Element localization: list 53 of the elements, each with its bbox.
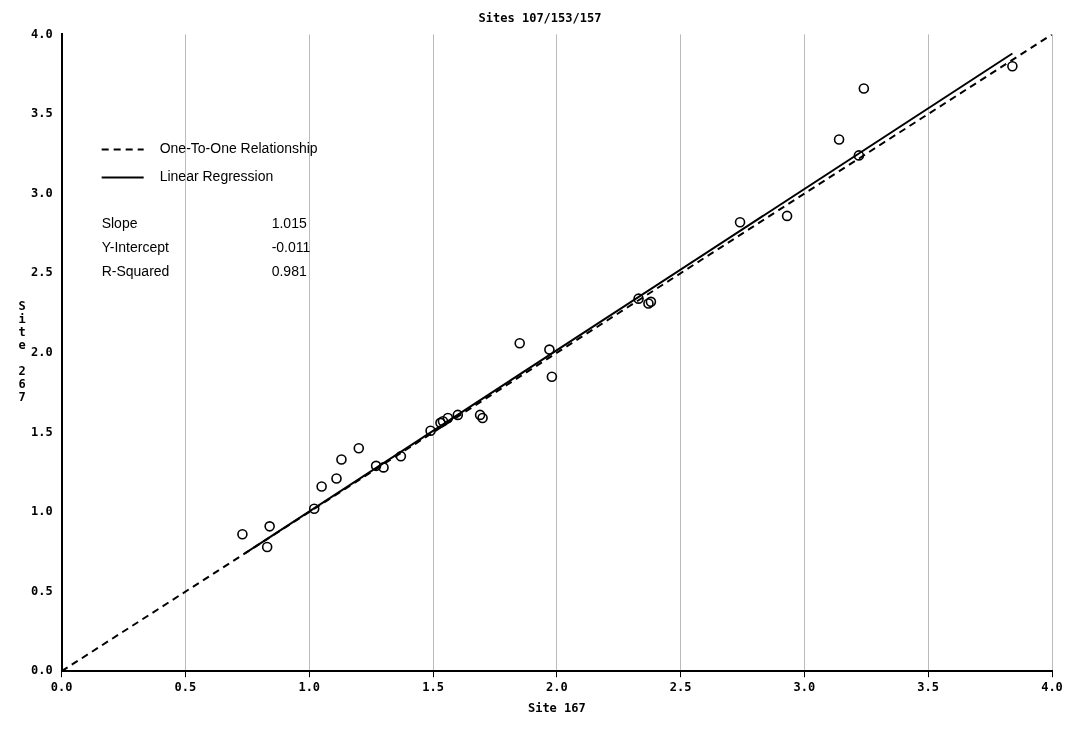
legend-label: Linear Regression	[159, 168, 274, 185]
point	[395, 450, 407, 462]
point	[514, 337, 525, 349]
y-tick-label: 0.0	[30, 663, 53, 678]
point	[425, 425, 436, 437]
x-axis-title: Site 167	[527, 700, 586, 715]
y-tick-label: 3.5	[30, 106, 53, 121]
point	[336, 454, 347, 465]
point	[853, 150, 865, 161]
point	[237, 528, 248, 540]
point	[734, 216, 746, 228]
point	[331, 473, 342, 484]
annotation: 0.981	[271, 263, 307, 280]
chart-title: Sites 107/153/157	[478, 11, 602, 26]
point	[1007, 60, 1018, 72]
annotation: -0.011	[271, 239, 311, 256]
x-tick-label: 3.5	[917, 679, 940, 694]
point	[858, 83, 870, 94]
y-tick-label: 1.0	[30, 504, 53, 519]
legend-label: One-To-One Relationship	[159, 140, 318, 157]
x-tick-label: 0.0	[50, 679, 73, 694]
x-tick-label: 2.0	[545, 679, 568, 694]
x-tick-label: 2.5	[669, 679, 692, 694]
point	[633, 293, 644, 304]
x-tick-label: 3.0	[793, 679, 816, 694]
annotation: Slope	[101, 215, 138, 232]
y-tick-label: 1.5	[30, 424, 53, 439]
point	[546, 371, 558, 382]
point	[378, 462, 389, 473]
annotation: R-Squared	[101, 263, 170, 280]
point	[370, 460, 382, 472]
point	[544, 344, 555, 355]
point	[261, 541, 273, 553]
point	[308, 503, 320, 515]
y-tick-label: 4.0	[30, 26, 53, 41]
point	[353, 443, 365, 454]
x-tick-label: 1.0	[298, 679, 321, 694]
annotation: Y-Intercept	[101, 239, 169, 256]
y-tick-label: 2.5	[30, 265, 53, 280]
point	[452, 409, 464, 421]
y-tick-label: 2.0	[30, 344, 53, 359]
y-axis-title: Site 267	[18, 299, 26, 405]
point	[833, 134, 845, 145]
point	[316, 481, 327, 492]
point	[781, 210, 793, 222]
point	[442, 412, 454, 424]
y-tick-label: 3.0	[30, 185, 53, 200]
annotation: 1.015	[271, 215, 307, 232]
x-tick-label: 4.0	[1041, 679, 1063, 694]
point	[264, 521, 275, 532]
y-tick-label: 0.5	[30, 583, 53, 598]
x-tick-label: 1.5	[422, 679, 444, 694]
x-tick-label: 0.5	[174, 679, 197, 694]
